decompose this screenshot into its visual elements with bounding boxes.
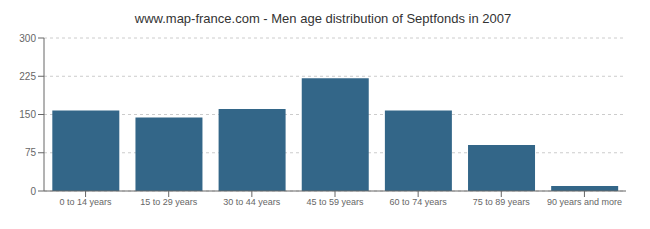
svg-text:90 years and more: 90 years and more [547, 197, 622, 207]
svg-text:30 to 44 years: 30 to 44 years [223, 197, 281, 207]
svg-text:45 to 59 years: 45 to 59 years [306, 197, 364, 207]
svg-text:225: 225 [19, 71, 36, 82]
html-text:www.map-france.com - Men age d: www.map-france.com - Men age distributio… [134, 11, 512, 26]
svg-text:150: 150 [19, 109, 36, 120]
svg-text:300: 300 [19, 33, 36, 44]
svg-text:75 to 89 years: 75 to 89 years [473, 197, 531, 207]
svg-text:0 to 14 years: 0 to 14 years [60, 197, 113, 207]
svg-text:0: 0 [30, 186, 36, 197]
svg-text:15 to 29 years: 15 to 29 years [140, 197, 198, 207]
svg-text:60 to 74 years: 60 to 74 years [390, 197, 448, 207]
svg-text:75: 75 [25, 147, 37, 158]
